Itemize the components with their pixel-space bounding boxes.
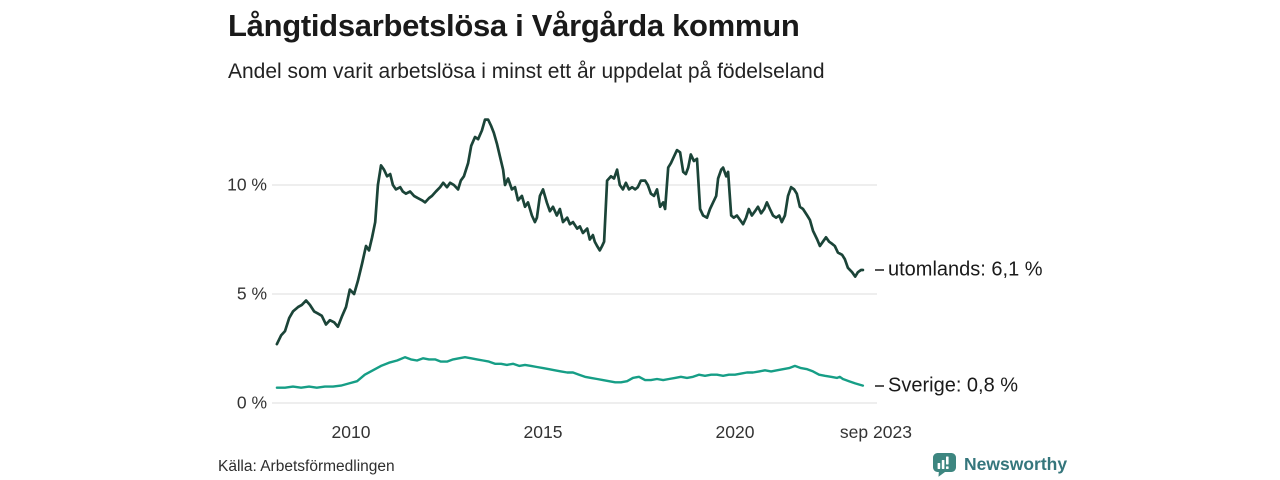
series-label-utomlands: utomlands: 6,1 % (888, 258, 1043, 281)
page-title: Långtidsarbetslösa i Vårgårda kommun (228, 8, 800, 43)
y-tick-label: 10 % (227, 174, 267, 195)
label-leader-dash (875, 269, 884, 272)
y-tick-label: 0 % (236, 392, 267, 413)
series-label-sverige: Sverige: 0,8 % (888, 374, 1019, 397)
x-tick-label: 2015 (523, 422, 563, 442)
label-leader-dash (875, 384, 884, 387)
gridlines (272, 184, 877, 404)
branding: Newsworthy (932, 452, 1067, 477)
x-tick-label: sep 2023 (839, 422, 912, 442)
branding-name: Newsworthy (964, 454, 1068, 474)
series-lines (275, 118, 865, 389)
series-line-utomlands (275, 118, 865, 346)
bar-chart-speech-bubble-icon (932, 452, 957, 477)
series-line-Sverige (275, 356, 865, 389)
y-tick-label: 5 % (236, 283, 267, 304)
x-tick-label: 2010 (331, 422, 371, 442)
page-subtitle: Andel som varit arbetslösa i minst ett å… (228, 60, 825, 83)
x-tick-label: 2020 (715, 422, 755, 442)
source-note: Källa: Arbetsförmedlingen (218, 458, 395, 475)
